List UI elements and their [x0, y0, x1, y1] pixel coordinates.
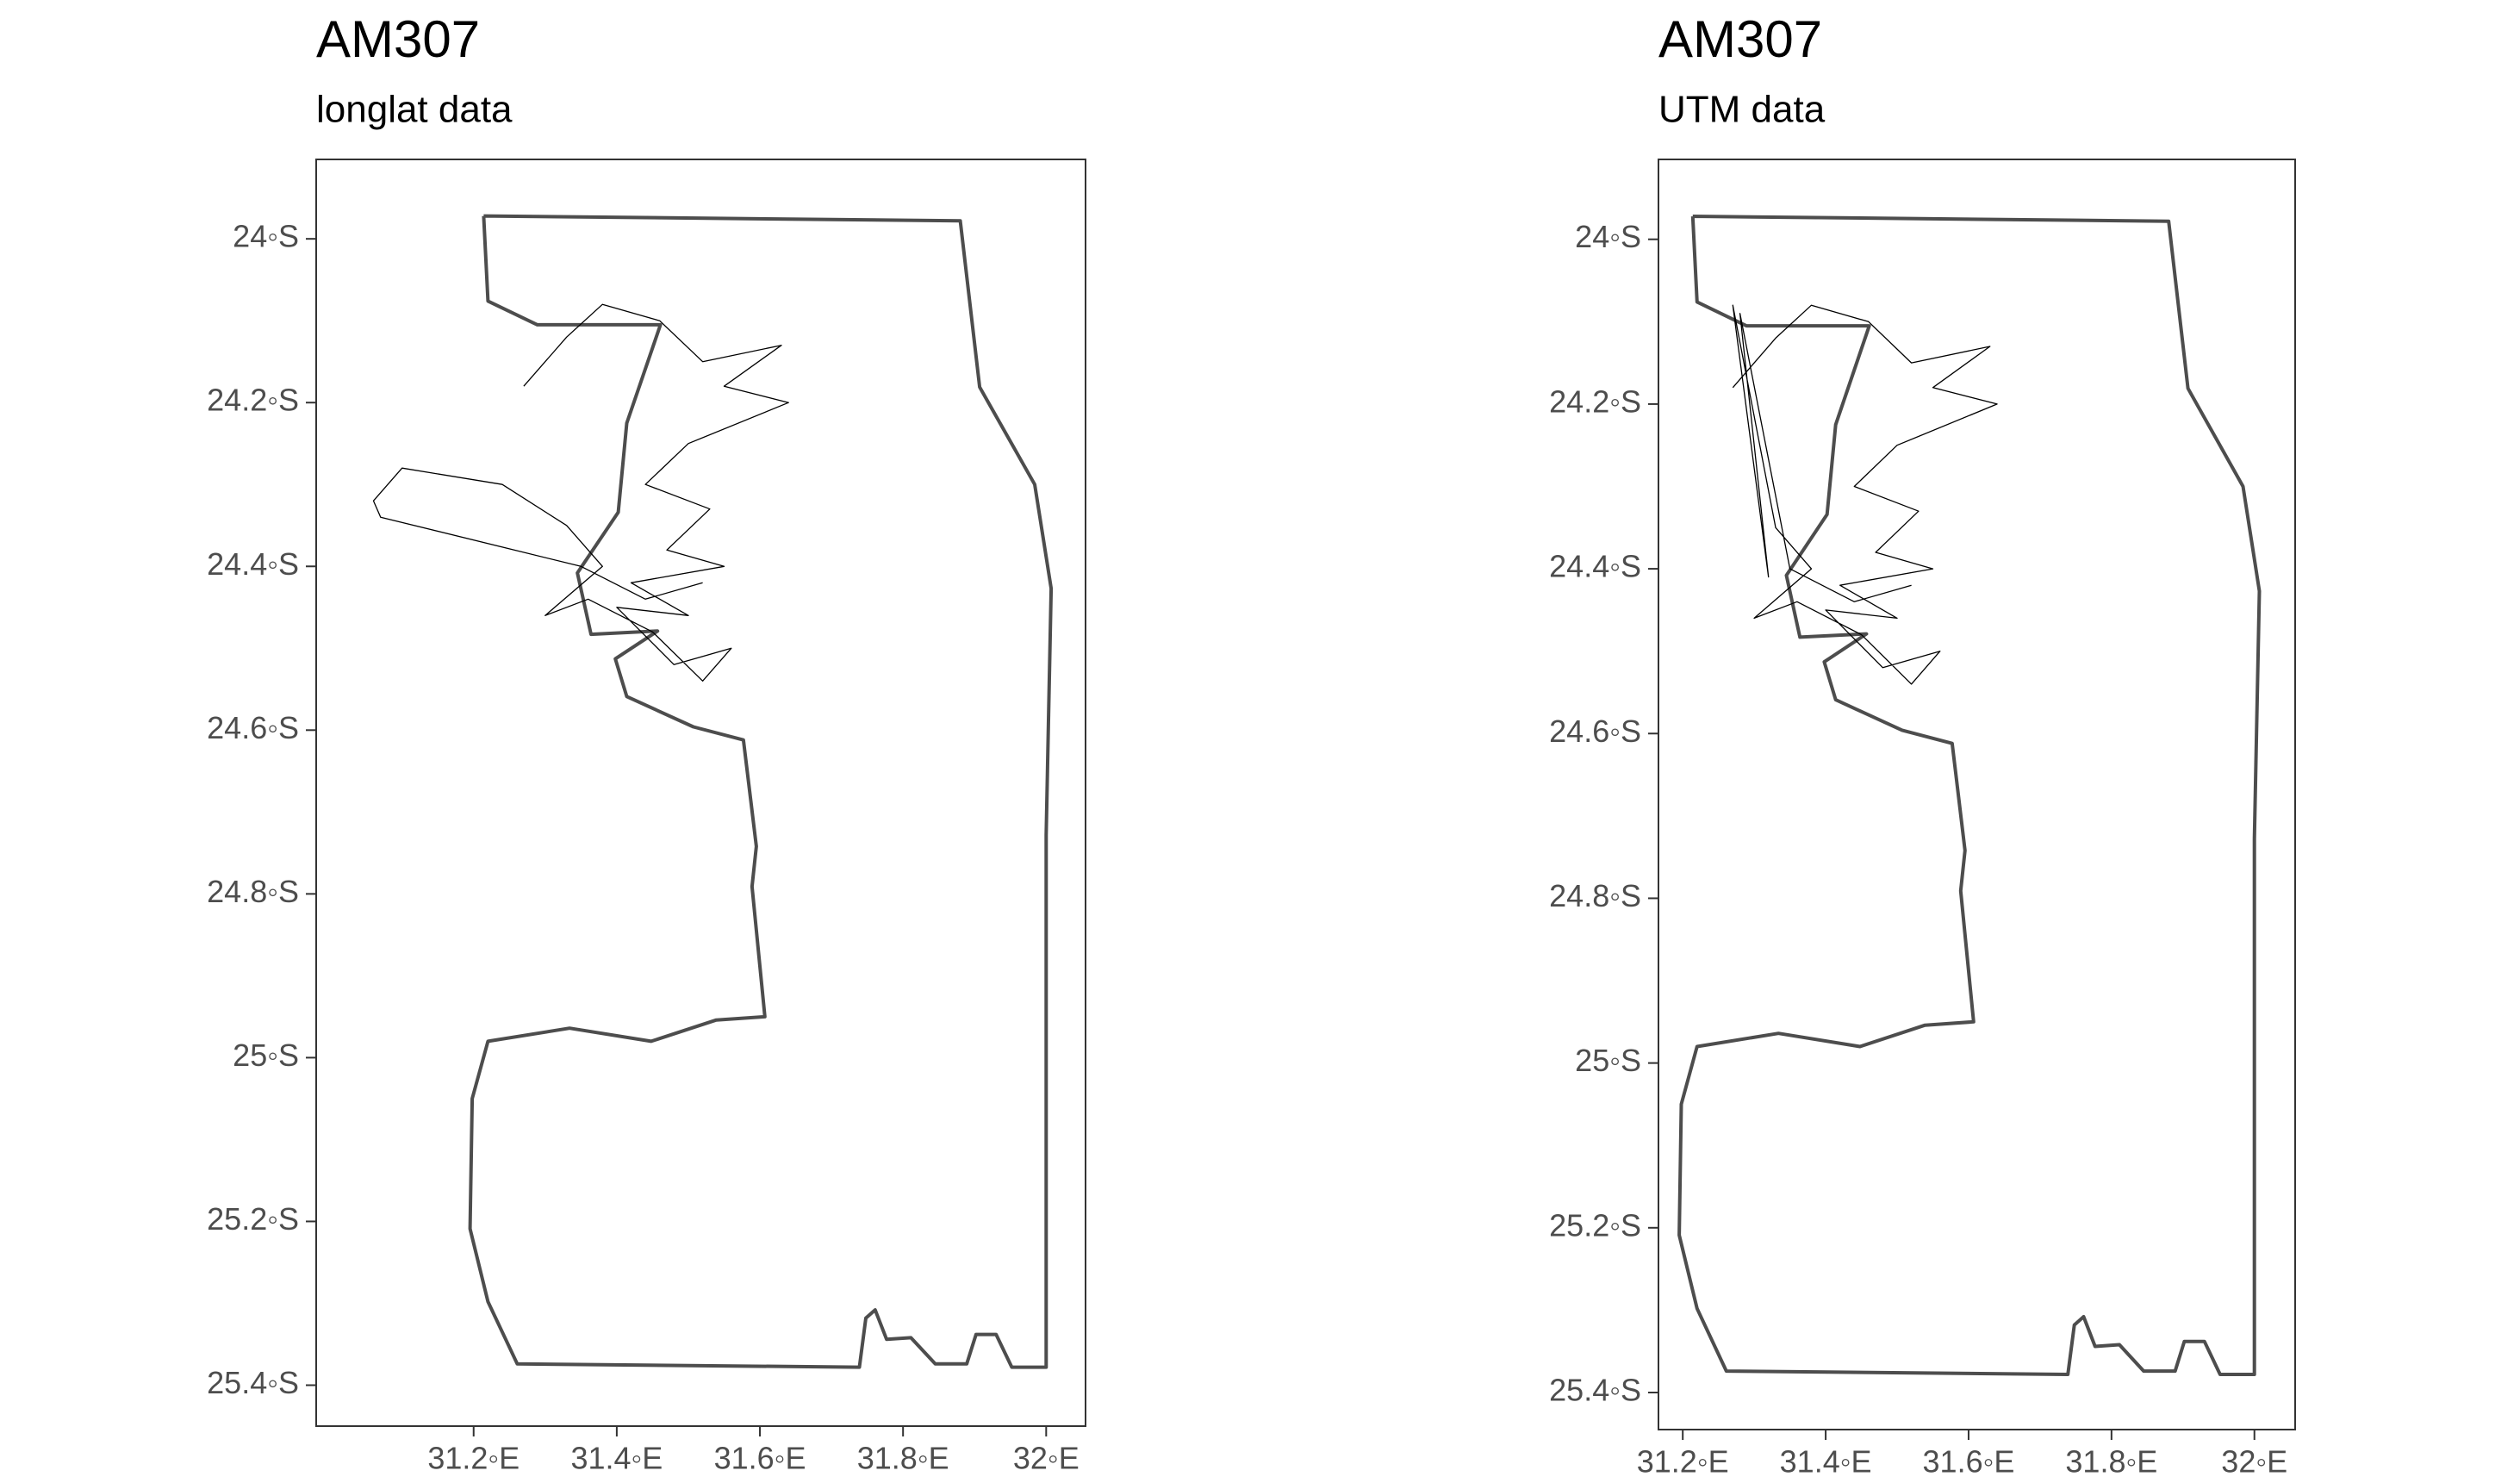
y-tick-label: 24.8◦S — [1549, 878, 1641, 913]
chart-title: AM307 — [316, 10, 480, 68]
x-tick-label: 31.8◦E — [2065, 1444, 2157, 1480]
track — [1732, 304, 1998, 685]
boundary — [1677, 215, 2262, 1376]
y-tick-label: 24.4◦S — [1549, 549, 1641, 584]
plot-panel — [1658, 159, 2296, 1430]
y-tick-label: 24.2◦S — [1549, 383, 1641, 419]
y-tick-label: 24◦S — [233, 219, 299, 254]
boundary — [468, 214, 1054, 1369]
y-tick-label: 25◦S — [1575, 1043, 1641, 1078]
y-tick-label: 24.6◦S — [207, 710, 299, 745]
y-tick-label: 24.4◦S — [207, 546, 299, 582]
x-tick-label: 31.6◦E — [1923, 1444, 2015, 1480]
y-tick-label: 24.2◦S — [207, 383, 299, 418]
y-tick-label: 25◦S — [233, 1037, 299, 1073]
y-tick-label: 25.4◦S — [207, 1365, 299, 1400]
x-tick-label: 32◦E — [2221, 1444, 2287, 1480]
chart-title: AM307 — [1658, 10, 1822, 68]
chart-subtitle: UTM data — [1658, 89, 1826, 131]
y-tick-label: 25.2◦S — [1549, 1207, 1641, 1243]
x-tick-label: 31.4◦E — [1780, 1444, 1872, 1480]
y-tick-label: 25.4◦S — [1549, 1373, 1641, 1408]
y-tick-label: 24.8◦S — [207, 874, 299, 909]
x-tick-label: 31.4◦E — [570, 1441, 663, 1476]
plot-panel — [315, 159, 1086, 1427]
x-tick-label: 31.8◦E — [857, 1441, 949, 1476]
y-tick-label: 25.2◦S — [207, 1201, 299, 1237]
y-tick-label: 24◦S — [1575, 219, 1641, 254]
x-tick-label: 31.2◦E — [1637, 1444, 1729, 1480]
y-tick-label: 24.6◦S — [1549, 713, 1641, 749]
x-tick-label: 32◦E — [1013, 1441, 1080, 1476]
x-tick-label: 31.2◦E — [427, 1441, 520, 1476]
x-tick-label: 31.6◦E — [714, 1441, 806, 1476]
track — [372, 303, 789, 682]
chart-subtitle: longlat data — [316, 89, 513, 131]
